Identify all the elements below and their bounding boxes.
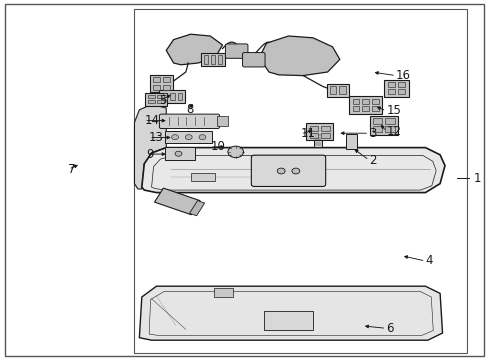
PathPatch shape [134, 104, 166, 189]
FancyBboxPatch shape [144, 93, 167, 106]
FancyBboxPatch shape [251, 155, 325, 186]
FancyBboxPatch shape [369, 116, 397, 135]
Text: 10: 10 [210, 140, 224, 153]
Bar [372, 126, 382, 132]
Bar [153, 77, 160, 82]
Bar [387, 89, 394, 94]
Bar [371, 106, 378, 111]
Bar [211, 55, 215, 64]
FancyBboxPatch shape [242, 53, 264, 67]
Bar [397, 82, 405, 87]
FancyBboxPatch shape [225, 44, 247, 58]
FancyBboxPatch shape [305, 123, 333, 140]
Bar [397, 89, 405, 94]
Circle shape [199, 135, 205, 140]
PathPatch shape [166, 34, 222, 65]
Circle shape [291, 168, 299, 174]
Bar [387, 82, 394, 87]
Text: 7: 7 [68, 163, 76, 176]
Text: 13: 13 [149, 131, 163, 144]
Bar [362, 106, 368, 111]
Text: 4: 4 [425, 255, 432, 267]
Bar [157, 95, 163, 98]
Bar [153, 85, 160, 90]
Bar [157, 100, 163, 103]
Bar [385, 126, 394, 132]
FancyBboxPatch shape [159, 114, 219, 129]
FancyBboxPatch shape [154, 188, 200, 215]
Bar [163, 85, 169, 90]
Bar [264, 311, 312, 330]
Bar [362, 99, 368, 104]
PathPatch shape [259, 36, 339, 76]
FancyBboxPatch shape [164, 147, 194, 160]
FancyBboxPatch shape [149, 75, 173, 92]
FancyBboxPatch shape [348, 96, 382, 114]
FancyBboxPatch shape [326, 84, 348, 97]
FancyBboxPatch shape [345, 134, 357, 149]
Circle shape [277, 168, 285, 174]
Bar [352, 106, 359, 111]
Circle shape [227, 146, 243, 158]
Bar [321, 133, 329, 138]
FancyBboxPatch shape [164, 131, 211, 143]
Text: 9: 9 [146, 148, 154, 161]
Bar [352, 99, 359, 104]
Text: 5: 5 [159, 94, 166, 107]
Text: 8: 8 [185, 103, 193, 116]
FancyBboxPatch shape [159, 90, 185, 103]
Text: 2: 2 [368, 154, 376, 167]
Text: 11: 11 [300, 127, 315, 140]
Bar [372, 118, 382, 124]
Bar [309, 133, 318, 138]
Text: 6: 6 [386, 322, 393, 335]
Text: 14: 14 [144, 114, 159, 127]
Bar [163, 93, 167, 100]
Text: 12: 12 [386, 125, 401, 138]
Bar [321, 126, 329, 131]
Bar [204, 55, 208, 64]
FancyBboxPatch shape [313, 131, 321, 147]
Circle shape [175, 151, 182, 156]
FancyBboxPatch shape [189, 201, 204, 216]
Bar [190, 173, 215, 181]
Text: 16: 16 [395, 69, 410, 82]
Bar [170, 93, 174, 100]
Bar [309, 126, 318, 131]
Circle shape [171, 135, 178, 140]
FancyBboxPatch shape [216, 116, 228, 126]
FancyBboxPatch shape [384, 80, 408, 97]
Bar [134, 9, 466, 353]
Bar [163, 77, 169, 82]
Text: 3: 3 [368, 127, 376, 140]
Bar [371, 99, 378, 104]
Bar [218, 55, 222, 64]
Bar [339, 86, 345, 94]
Circle shape [185, 135, 192, 140]
PathPatch shape [139, 286, 442, 340]
Bar [385, 118, 394, 124]
Bar [148, 95, 154, 98]
Text: 15: 15 [386, 104, 400, 117]
Text: 1: 1 [472, 172, 480, 185]
FancyBboxPatch shape [214, 288, 233, 297]
PathPatch shape [142, 148, 444, 193]
FancyBboxPatch shape [201, 53, 225, 66]
Bar [177, 93, 182, 100]
Bar [148, 100, 154, 103]
Bar [329, 86, 336, 94]
